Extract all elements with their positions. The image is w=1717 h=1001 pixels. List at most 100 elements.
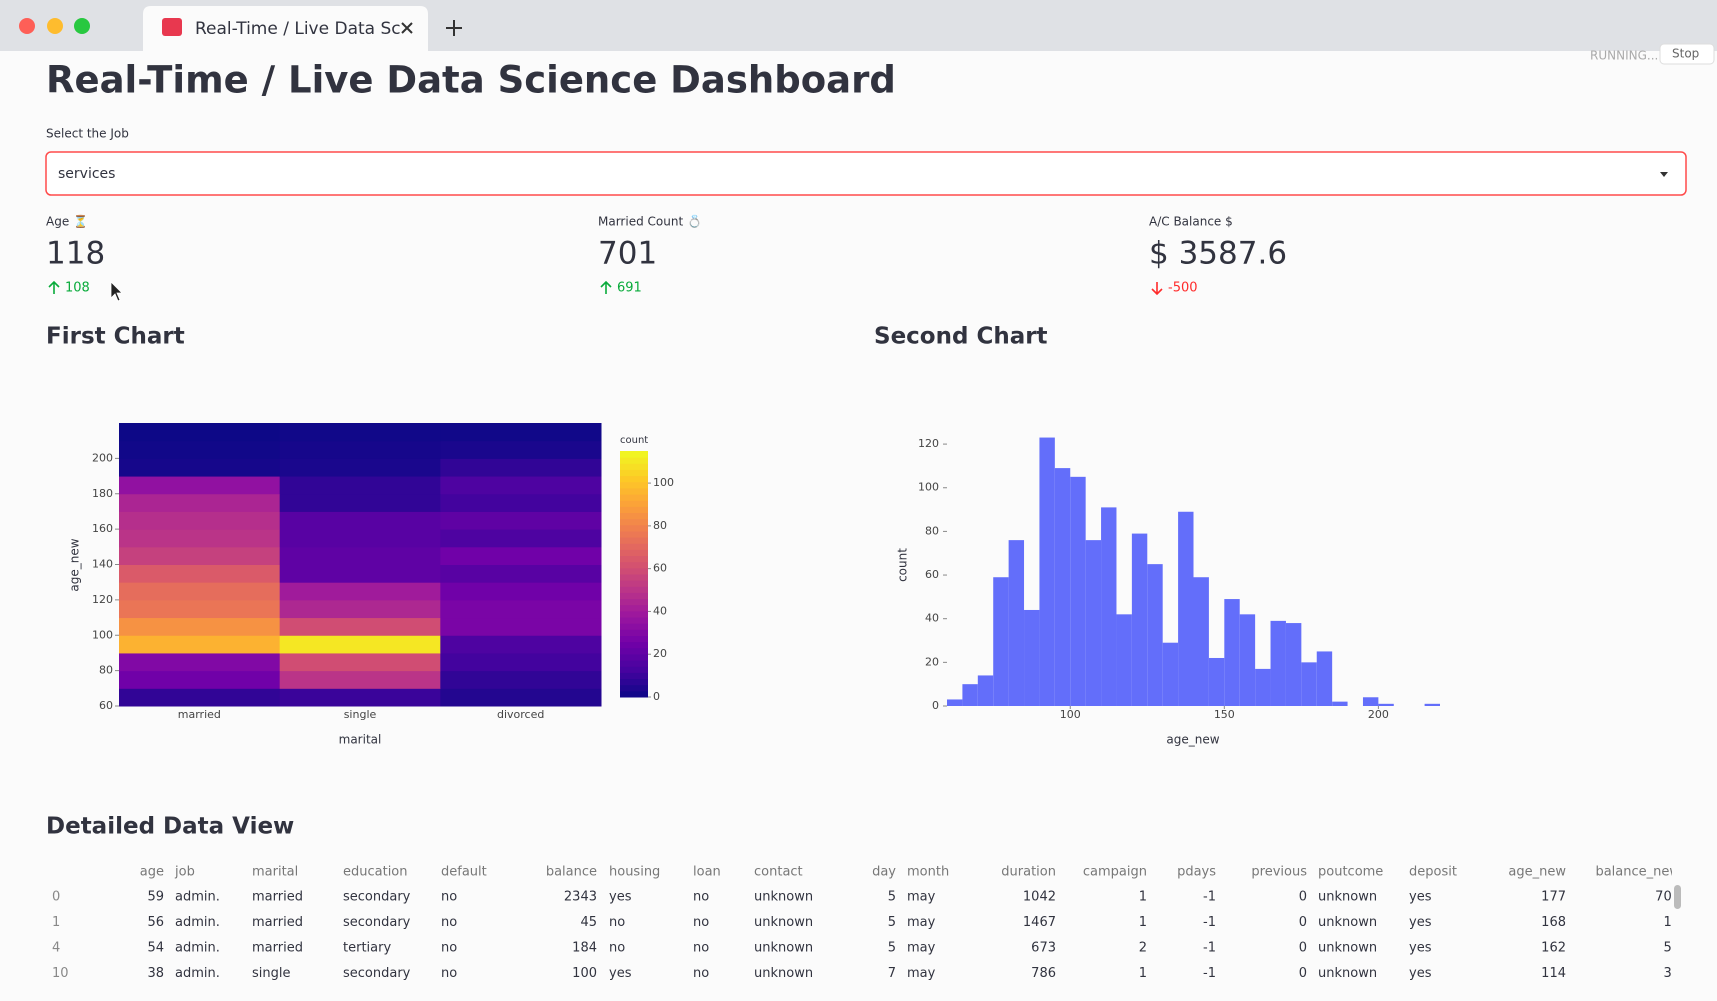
hist-bar: [1316, 651, 1333, 706]
min-dot[interactable]: [47, 18, 63, 34]
hist-bar: [1424, 703, 1440, 706]
table-cell: 1: [1139, 890, 1147, 905]
hist-bar: [1101, 507, 1117, 706]
heat-cell: [440, 458, 602, 477]
hist-bar: [1378, 703, 1394, 706]
colorbar-step: [620, 524, 648, 532]
metric-delta: 691: [617, 281, 642, 296]
table-cell: 168: [1541, 915, 1566, 930]
column-header: education: [343, 865, 408, 880]
hist-bar: [962, 684, 978, 706]
column-header: default: [441, 865, 487, 880]
table-cell: 2343: [564, 890, 597, 905]
column-header: duration: [1001, 865, 1056, 880]
max-dot[interactable]: [74, 18, 90, 34]
chart-title: First Chart: [46, 324, 185, 350]
table-cell: may: [907, 915, 936, 930]
close-dot[interactable]: [19, 18, 35, 34]
y-tick-label: 100: [918, 481, 939, 494]
colorbar-title: count: [620, 435, 648, 446]
colorbar-step: [620, 653, 648, 661]
table-cell: 45: [580, 915, 597, 930]
column-header: previous: [1251, 865, 1307, 880]
hist-bar: [1285, 623, 1302, 706]
column-header: month: [907, 865, 949, 880]
delta-arrow: [48, 280, 60, 294]
heat-cell: [440, 423, 602, 442]
colorbar-step: [620, 660, 648, 667]
heat-cell: [119, 617, 281, 636]
tab[interactable]: [143, 6, 428, 51]
heat-cell: [279, 476, 441, 495]
colorbar-step: [620, 561, 648, 569]
y-tick-label: 120: [92, 593, 113, 606]
table-cell: unknown: [754, 966, 813, 981]
heat-cell: [279, 688, 441, 707]
table-cell: 56: [147, 915, 164, 930]
y-tick-label: 60: [99, 699, 113, 712]
hist-bar: [993, 577, 1009, 706]
hist-bar: [1178, 511, 1194, 706]
column-header: balance: [546, 865, 597, 880]
column-header: housing: [609, 865, 660, 880]
hist-bar: [1208, 657, 1225, 706]
row-index: 4: [52, 941, 60, 956]
colorbar-step: [620, 494, 648, 501]
table-cell: unknown: [1318, 941, 1377, 956]
select-caret: [1660, 172, 1668, 177]
stop-button[interactable]: [1659, 43, 1715, 65]
x-axis-title: age_new: [1166, 733, 1219, 747]
table-cell: 786: [1031, 966, 1056, 981]
tab-close[interactable]: [401, 22, 413, 34]
colorbar-step: [620, 635, 648, 643]
x-axis-title: marital: [339, 733, 382, 747]
heat-cell: [440, 546, 602, 565]
table-cell: 0: [1299, 941, 1307, 956]
colorbar-step: [620, 506, 648, 513]
heat-cell: [440, 688, 602, 707]
new-tab[interactable]: [446, 20, 462, 36]
table-cell: unknown: [1318, 966, 1377, 981]
heat-cell: [119, 458, 281, 477]
status: RUNNING...: [1590, 49, 1658, 63]
heat-cell: [440, 652, 602, 672]
heat-cell: [119, 529, 281, 548]
table-cell: admin.: [175, 890, 220, 905]
table-cell: 673: [1031, 941, 1056, 956]
y-tick-label: 40: [925, 612, 939, 625]
table-cell: secondary: [343, 890, 411, 905]
table-cell: yes: [609, 890, 632, 905]
heat-cell: [119, 670, 281, 689]
column-header: contact: [754, 865, 803, 880]
colorbar-step: [620, 487, 648, 495]
colorbar-step: [620, 549, 648, 557]
y-tick-label: 120: [918, 437, 939, 450]
metric-delta: 108: [65, 281, 90, 296]
colorbar-label: 60: [653, 562, 667, 575]
table-cell: 1: [1139, 915, 1147, 930]
colorbar-step: [620, 684, 648, 692]
table-cell: secondary: [343, 966, 411, 981]
table-cell: 30: [1663, 966, 1680, 981]
x-tick-label: 200: [1368, 708, 1389, 721]
table-cell: admin.: [175, 915, 220, 930]
table-cell: may: [907, 890, 936, 905]
colorbar-step: [620, 481, 648, 489]
colorbar-label: 20: [653, 647, 667, 660]
colorbar-step: [620, 537, 648, 544]
hist-bar: [1301, 662, 1317, 706]
colorbar-step: [620, 623, 648, 630]
table-cell: yes: [1409, 890, 1432, 905]
colorbar-label: 40: [653, 604, 667, 617]
row-index: 0: [52, 890, 60, 905]
table-cell: may: [907, 941, 936, 956]
hist-bar: [1147, 564, 1163, 706]
hist-bar: [1224, 599, 1240, 706]
table-cell: no: [693, 890, 709, 905]
heat-cell: [440, 476, 602, 495]
y-axis-title: count: [896, 548, 910, 582]
colorbar-step: [620, 647, 648, 655]
metric-value: 118: [46, 236, 105, 272]
job-select[interactable]: [45, 151, 1687, 196]
